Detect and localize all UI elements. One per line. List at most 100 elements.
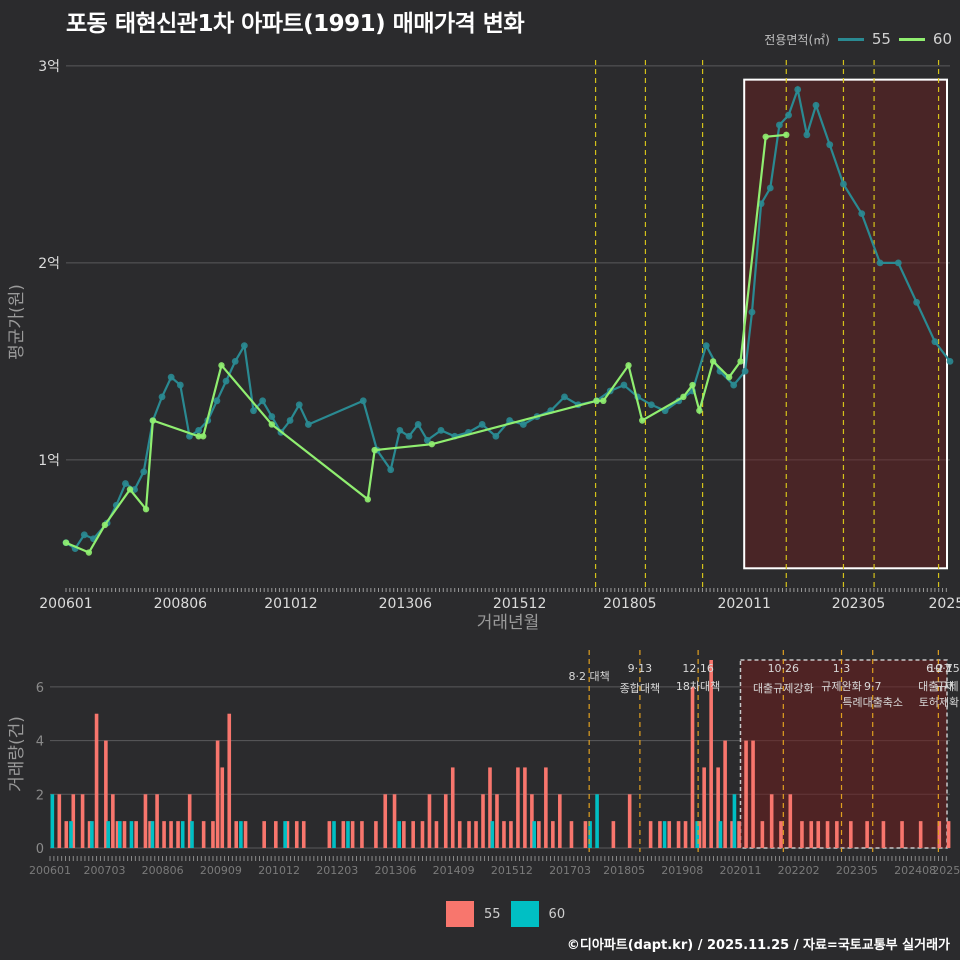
bar-x-tick-label: 202305	[836, 864, 878, 877]
bar-55	[434, 821, 439, 848]
series-60-point	[593, 397, 600, 405]
bar-55	[87, 821, 92, 848]
bar-55	[169, 821, 173, 848]
x-tick-label: 201306	[379, 596, 433, 612]
legend-swatch-60	[898, 37, 925, 41]
series-60-point	[639, 417, 646, 424]
series-55-point	[519, 421, 527, 428]
bar-55	[122, 821, 127, 848]
bar-x-tick-label: 200806	[142, 864, 184, 877]
x-tick-label: 200601	[39, 596, 92, 612]
bar-55	[134, 821, 138, 848]
policy-date-label: 1·3	[833, 662, 851, 675]
bar-legend: 55 60	[446, 901, 565, 927]
bar-55	[402, 821, 406, 848]
bar-60	[346, 821, 350, 848]
bar-60	[150, 821, 155, 848]
series-60-point	[199, 433, 207, 440]
series-55-point	[167, 373, 175, 381]
highlight-box	[743, 78, 948, 570]
bar-55	[544, 767, 548, 848]
bar-60	[239, 821, 243, 848]
bar-55	[243, 821, 248, 848]
series-55-point	[776, 121, 783, 129]
bar-55	[148, 821, 152, 848]
bar-55	[523, 767, 527, 848]
bar-60	[532, 821, 537, 848]
bar-55	[495, 794, 499, 848]
series-55-point	[122, 480, 129, 487]
bar-55	[294, 821, 299, 848]
bar-55	[918, 821, 923, 848]
policy-name-label: 규제	[934, 680, 954, 693]
bar-legend-label-60: 60	[548, 906, 566, 922]
series-60-point	[371, 446, 378, 454]
series-55-point	[423, 436, 431, 444]
legend-title: 전용면적(㎡)	[764, 32, 830, 47]
bar-60	[332, 821, 336, 848]
policy-name-label: 대출규제	[918, 680, 958, 693]
bar-55	[690, 686, 695, 848]
series-60-point	[101, 521, 109, 529]
bar-x-tick-label: 201512	[491, 864, 533, 877]
series-60-point	[762, 133, 769, 140]
bar-55	[537, 821, 541, 848]
bar-55	[234, 821, 239, 848]
series-55-point	[794, 86, 802, 93]
policy-name-label: 규제완화	[821, 680, 861, 693]
series-60-point	[709, 358, 717, 365]
bar-55	[155, 794, 159, 848]
series-55-point	[561, 393, 568, 401]
bar-55	[262, 821, 266, 848]
bar-55	[816, 821, 821, 848]
bar-55	[502, 821, 506, 848]
series-55-point	[894, 259, 902, 267]
bar-55	[285, 821, 290, 848]
bar-legend-swatch-55	[446, 901, 474, 927]
bar-55	[835, 821, 839, 848]
series-60-point	[62, 539, 70, 546]
series-55-point	[195, 426, 203, 434]
bar-55	[551, 821, 555, 848]
series-55-point	[913, 298, 921, 306]
bar-55	[509, 821, 513, 848]
bar-55	[211, 821, 215, 848]
bar-55	[220, 767, 225, 848]
bar-55	[648, 821, 653, 848]
bar-55	[201, 821, 206, 848]
series-55-point	[158, 393, 166, 401]
bar-60	[595, 794, 599, 848]
legend-swatch-55	[837, 37, 864, 41]
bar-55	[737, 821, 741, 848]
bar-60	[50, 794, 55, 848]
series-55-point	[785, 111, 792, 119]
bar-60	[180, 821, 185, 848]
bar-x-tick-label: 201203	[316, 864, 358, 877]
bar-highlight-box	[739, 659, 948, 849]
bar-y-tick-label: 6	[36, 681, 44, 696]
x-tick-label: 201012	[264, 596, 317, 612]
series-55-point	[295, 401, 303, 409]
bar-55	[341, 821, 346, 848]
policy-name-label: 토허제확대	[919, 696, 960, 709]
series-60-point	[625, 362, 632, 369]
series-55-point	[176, 381, 184, 389]
x-axis-title: 거래년월	[477, 613, 540, 633]
bar-55	[709, 660, 713, 848]
series-60-point	[689, 381, 696, 389]
bar-55	[115, 821, 120, 848]
series-60-point	[149, 417, 157, 424]
y-tick-label: 1억	[38, 453, 60, 469]
series-55-point	[304, 421, 312, 428]
bar-55	[569, 821, 574, 848]
bar-55	[350, 821, 355, 848]
series-60-point	[680, 393, 687, 401]
bar-55	[558, 794, 562, 848]
bar-y-axis-title: 거래량(건)	[7, 716, 27, 792]
series-55-point	[931, 338, 939, 346]
x-tick-label: 201512	[493, 596, 546, 612]
bar-55	[779, 821, 783, 848]
bar-55	[392, 794, 397, 848]
bar-55	[481, 794, 485, 848]
